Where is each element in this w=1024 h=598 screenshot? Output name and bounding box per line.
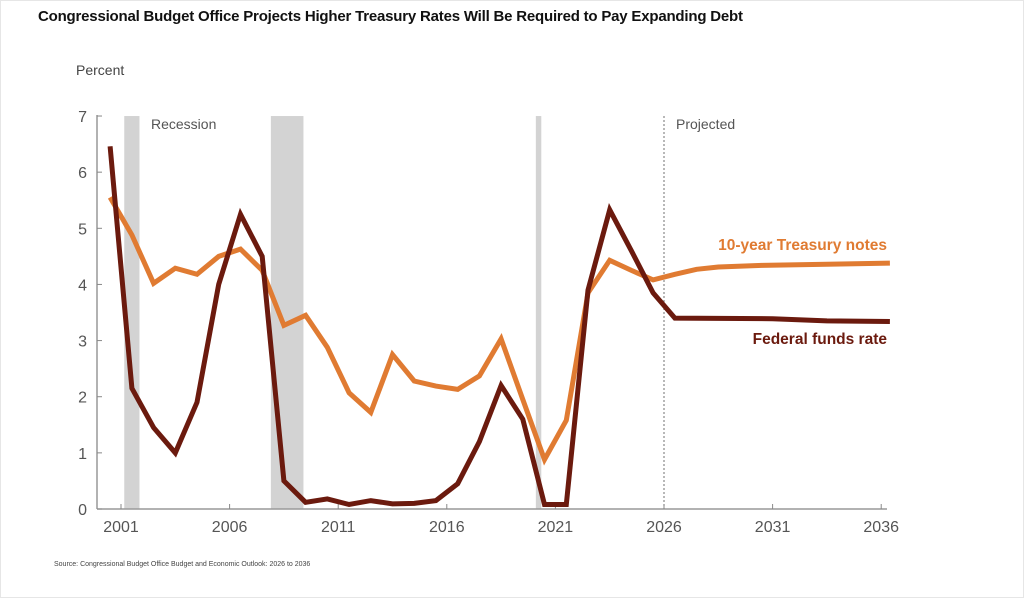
legend-fed-funds-label: Federal funds rate xyxy=(753,331,888,348)
y-axis-label: Percent xyxy=(76,62,124,78)
legend-treasury-label: 10-year Treasury notes xyxy=(718,237,887,254)
x-tick-label: 2021 xyxy=(538,519,574,536)
y-tick-label: 1 xyxy=(78,446,87,463)
y-tick-label: 2 xyxy=(78,390,87,407)
fed-funds-series-line xyxy=(107,146,890,508)
recession-bands xyxy=(124,116,542,510)
chart-title: Congressional Budget Office Projects Hig… xyxy=(38,8,743,25)
x-tick-label: 2026 xyxy=(646,519,682,536)
recession-label: Recession xyxy=(151,116,216,132)
x-tick-label: 2006 xyxy=(212,519,248,536)
recession-band xyxy=(535,116,542,510)
x-tick-label: 2031 xyxy=(755,519,791,536)
y-tick-label: 7 xyxy=(78,109,87,126)
y-tick-label: 6 xyxy=(78,165,87,182)
projected-label: Projected xyxy=(676,116,735,132)
series-lines xyxy=(107,146,890,508)
x-tick-label: 2011 xyxy=(321,519,356,536)
y-tick-label: 3 xyxy=(78,334,87,351)
y-tick-label: 4 xyxy=(78,277,87,294)
axes: 0 1 2 3 4 5 6 7 2001 2006 2011 2016 2021 2026 2031 2036 xyxy=(78,109,899,536)
treasury-series-line xyxy=(107,196,890,466)
recession-band xyxy=(124,116,140,510)
y-tick-label: 0 xyxy=(78,502,87,519)
recession-band xyxy=(270,116,304,510)
x-tick-label: 2001 xyxy=(103,519,139,536)
source-note: Source: Congressional Budget Office Budg… xyxy=(54,561,311,568)
y-tick-label: 5 xyxy=(78,221,87,238)
x-tick-label: 2036 xyxy=(863,519,899,536)
x-tick-label: 2016 xyxy=(429,519,465,536)
